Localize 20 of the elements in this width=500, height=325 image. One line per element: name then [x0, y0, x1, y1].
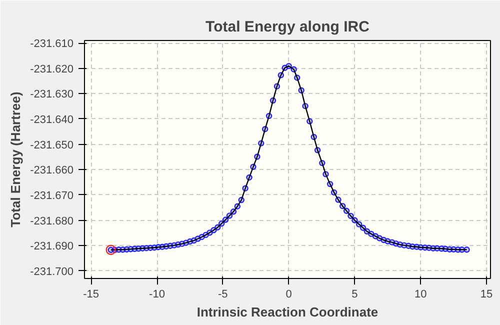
y-tick-label: -231.630 — [30, 88, 74, 101]
x-tick-label: -15 — [83, 288, 100, 300]
y-tick-label: -231.610 — [30, 38, 74, 50]
y-tick-label: -231.690 — [30, 240, 74, 253]
y-tick-label: -231.700 — [30, 266, 74, 278]
y-tick-label: -231.650 — [30, 139, 74, 152]
x-tick-label: 10 — [414, 288, 427, 300]
y-tick-label: -231.640 — [30, 114, 74, 126]
x-tick-label: -10 — [149, 288, 165, 300]
y-tick-label: -231.680 — [30, 215, 74, 228]
y-tick-label: -231.620 — [30, 63, 74, 76]
x-tick-label: 0 — [286, 288, 292, 300]
chart-title: Total Energy along IRC — [206, 18, 370, 36]
y-axis-title: Total Energy (Hartree) — [8, 92, 24, 228]
x-tick-label: 5 — [352, 288, 358, 300]
y-tick-label: -231.660 — [30, 164, 74, 177]
y-tick-label: -231.670 — [30, 190, 74, 202]
x-tick-label: -5 — [218, 288, 228, 300]
x-axis-title: Intrinsic Reaction Coordinate — [196, 304, 378, 320]
x-tick-label: 15 — [480, 288, 493, 300]
